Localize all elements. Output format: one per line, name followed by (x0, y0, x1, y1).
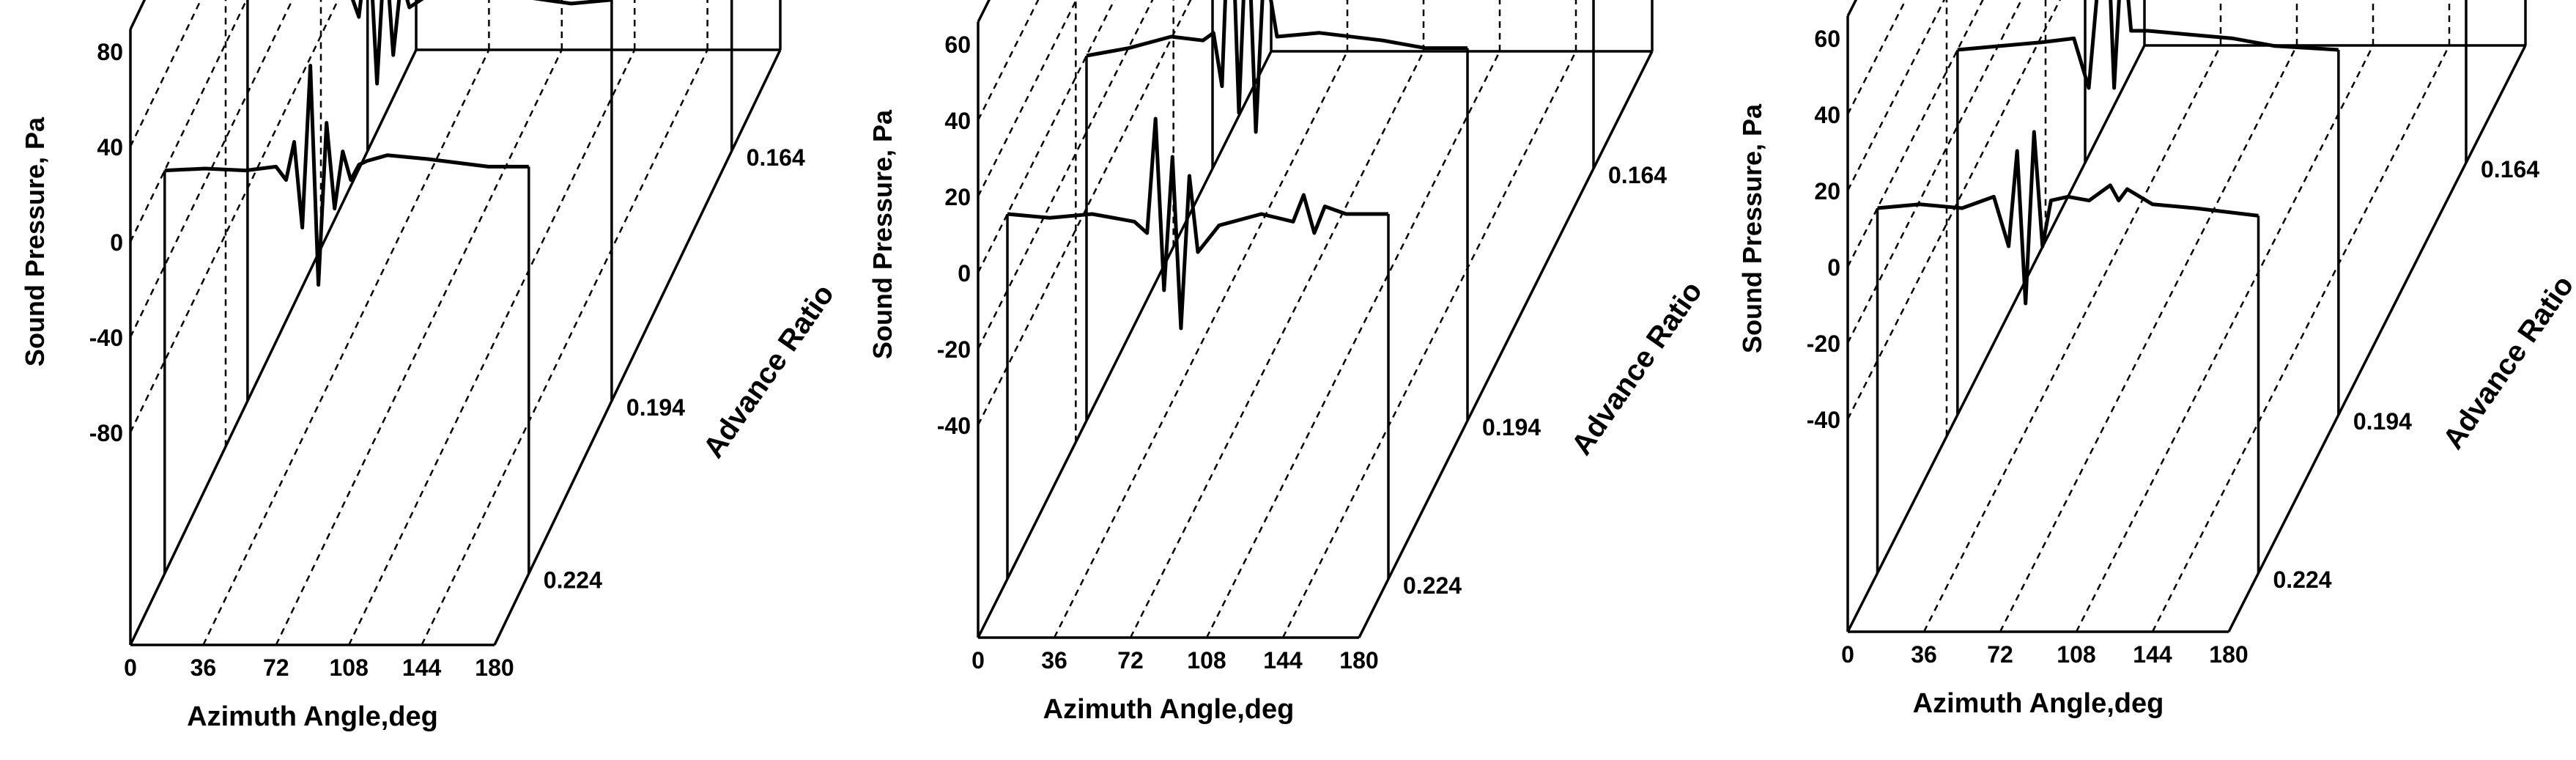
x-tick-label: 180 (475, 654, 514, 681)
left-wall-grid-line (129, 0, 248, 243)
x-tick-label: 108 (330, 654, 369, 681)
left-wall-grid-line (129, 0, 202, 147)
series-line-0.224 (164, 64, 529, 287)
y-tick-label: 60 (944, 32, 971, 58)
x-axis-title: Azimuth Angle,deg (1913, 688, 2164, 719)
floor-grid-line (1205, 51, 1501, 638)
x-tick-label: 36 (1041, 647, 1067, 674)
floor-grid-line (1922, 45, 2222, 632)
x-tick-label: 180 (2209, 641, 2248, 668)
x-tick-label: 144 (2133, 641, 2172, 668)
left-wall-grid-line (1846, 0, 2023, 344)
floor-grid-line (275, 49, 563, 646)
series-line-0.224 (1877, 130, 2259, 306)
y-axis-title: Sound Pressure, Pa (1737, 103, 1767, 353)
panel-3: 0 36 72 108 144 180 60 40 20 0 -20 -40 0.224 0.194 0.1… (867, 0, 1709, 725)
floor-grid-line (1281, 51, 1577, 638)
z-axis-title: Advance Ratio (697, 278, 840, 464)
floor-grid-line (2151, 45, 2451, 632)
y-tick-label: -20 (1807, 331, 1840, 357)
x-axis-title: Azimuth Angle,deg (1043, 694, 1295, 725)
floor-grid-line (202, 49, 490, 646)
y-tick-label: 40 (97, 134, 123, 161)
left-wall-grid-line (977, 0, 1078, 197)
left-wall-grid-line (977, 0, 1116, 273)
floor-grid-line (1053, 51, 1349, 638)
depth-axis-line (493, 49, 782, 646)
left-wall-grid-line (1846, 0, 2061, 420)
z-tick-label: 0.224 (1403, 572, 1462, 599)
y-tick-label: 0 (1827, 254, 1840, 281)
x-tick-label: 0 (1841, 641, 1854, 668)
series-line-0.194 (1957, 0, 2339, 90)
series-line-0.194 (350, 0, 612, 86)
x-tick-label: 0 (971, 647, 985, 674)
floor-grid-line (1999, 45, 2298, 632)
x-tick-label: 72 (1117, 647, 1144, 674)
z-tick-label: 0.194 (2353, 408, 2412, 435)
left-wall-grid-line (977, 0, 1040, 121)
x-tick-label: 36 (190, 654, 217, 681)
x-tick-label: 180 (1339, 647, 1378, 674)
z-tick-label: 0.224 (2273, 567, 2332, 593)
y-tick-label: 20 (944, 184, 971, 210)
x-tick-label: 0 (124, 654, 137, 681)
y-tick-label: -40 (937, 413, 971, 439)
z-tick-label: 0.224 (544, 567, 602, 594)
y-tick-label: -80 (89, 420, 123, 446)
depth-axis-line (1358, 51, 1654, 638)
panel-7: 0 36 72 108 144 180 80 40 0 -40 -80 0.224 0.194 0.164… (20, 0, 840, 732)
left-wall-grid-line (1846, 0, 1907, 115)
left-wall-grid-line (129, 0, 294, 338)
y-tick-label: 60 (1814, 26, 1840, 52)
floor-edge-line (1846, 45, 2146, 632)
floor-grid-line (421, 49, 708, 646)
y-axis-title: Sound Pressure, Pa (867, 109, 897, 359)
z-tick-label: 0.164 (747, 144, 805, 171)
y-tick-label: 40 (944, 108, 971, 134)
floor-edge-line (977, 51, 1273, 638)
x-tick-label: 72 (263, 654, 289, 681)
top-edge-line (1846, 0, 1858, 17)
x-tick-label: 36 (1911, 641, 1937, 668)
top-edge-line (977, 0, 991, 23)
y-tick-label: 80 (97, 39, 123, 65)
x-tick-label: 108 (1187, 647, 1226, 674)
floor-edge-line (129, 49, 418, 646)
y-tick-label: 20 (1814, 178, 1840, 204)
y-tick-label: 0 (958, 260, 971, 287)
floor-grid-line (2075, 45, 2375, 632)
depth-axis-line (2227, 45, 2527, 632)
left-wall-grid-line (1846, 0, 1984, 268)
y-tick-label: -40 (1807, 407, 1840, 433)
x-tick-label: 144 (1263, 647, 1303, 674)
y-tick-label: -40 (89, 325, 123, 351)
floor-grid-line (348, 49, 636, 646)
z-axis-title: Advance Ratio (1566, 276, 1709, 461)
x-axis-title: Azimuth Angle,deg (187, 701, 438, 732)
z-axis-title: Advance Ratio (2437, 270, 2576, 455)
y-tick-label: -20 (937, 336, 971, 363)
z-tick-label: 0.194 (1482, 414, 1541, 440)
y-tick-label: 40 (1814, 102, 1840, 128)
z-tick-label: 0.164 (1608, 162, 1667, 188)
floor-grid-line (1129, 51, 1425, 638)
series-line-0.194 (1086, 0, 1467, 134)
z-tick-label: 0.194 (626, 394, 685, 421)
left-wall-grid-line (977, 0, 1154, 350)
panel-9: 0 36 72 108 144 180 60 40 20 0 -20 -40 0.224 0.194 0.1… (1737, 0, 2576, 719)
z-tick-label: 0.164 (2481, 156, 2539, 182)
x-tick-label: 144 (402, 654, 442, 681)
y-tick-label: 0 (110, 229, 123, 256)
left-wall-grid-line (1846, 0, 1946, 191)
x-tick-label: 108 (2057, 641, 2095, 668)
left-wall-grid-line (129, 0, 339, 433)
series-line-0.224 (1007, 117, 1388, 331)
left-wall-grid-line (977, 0, 1192, 426)
x-tick-label: 72 (1987, 641, 2013, 668)
y-axis-title: Sound Pressure, Pa (20, 117, 50, 366)
